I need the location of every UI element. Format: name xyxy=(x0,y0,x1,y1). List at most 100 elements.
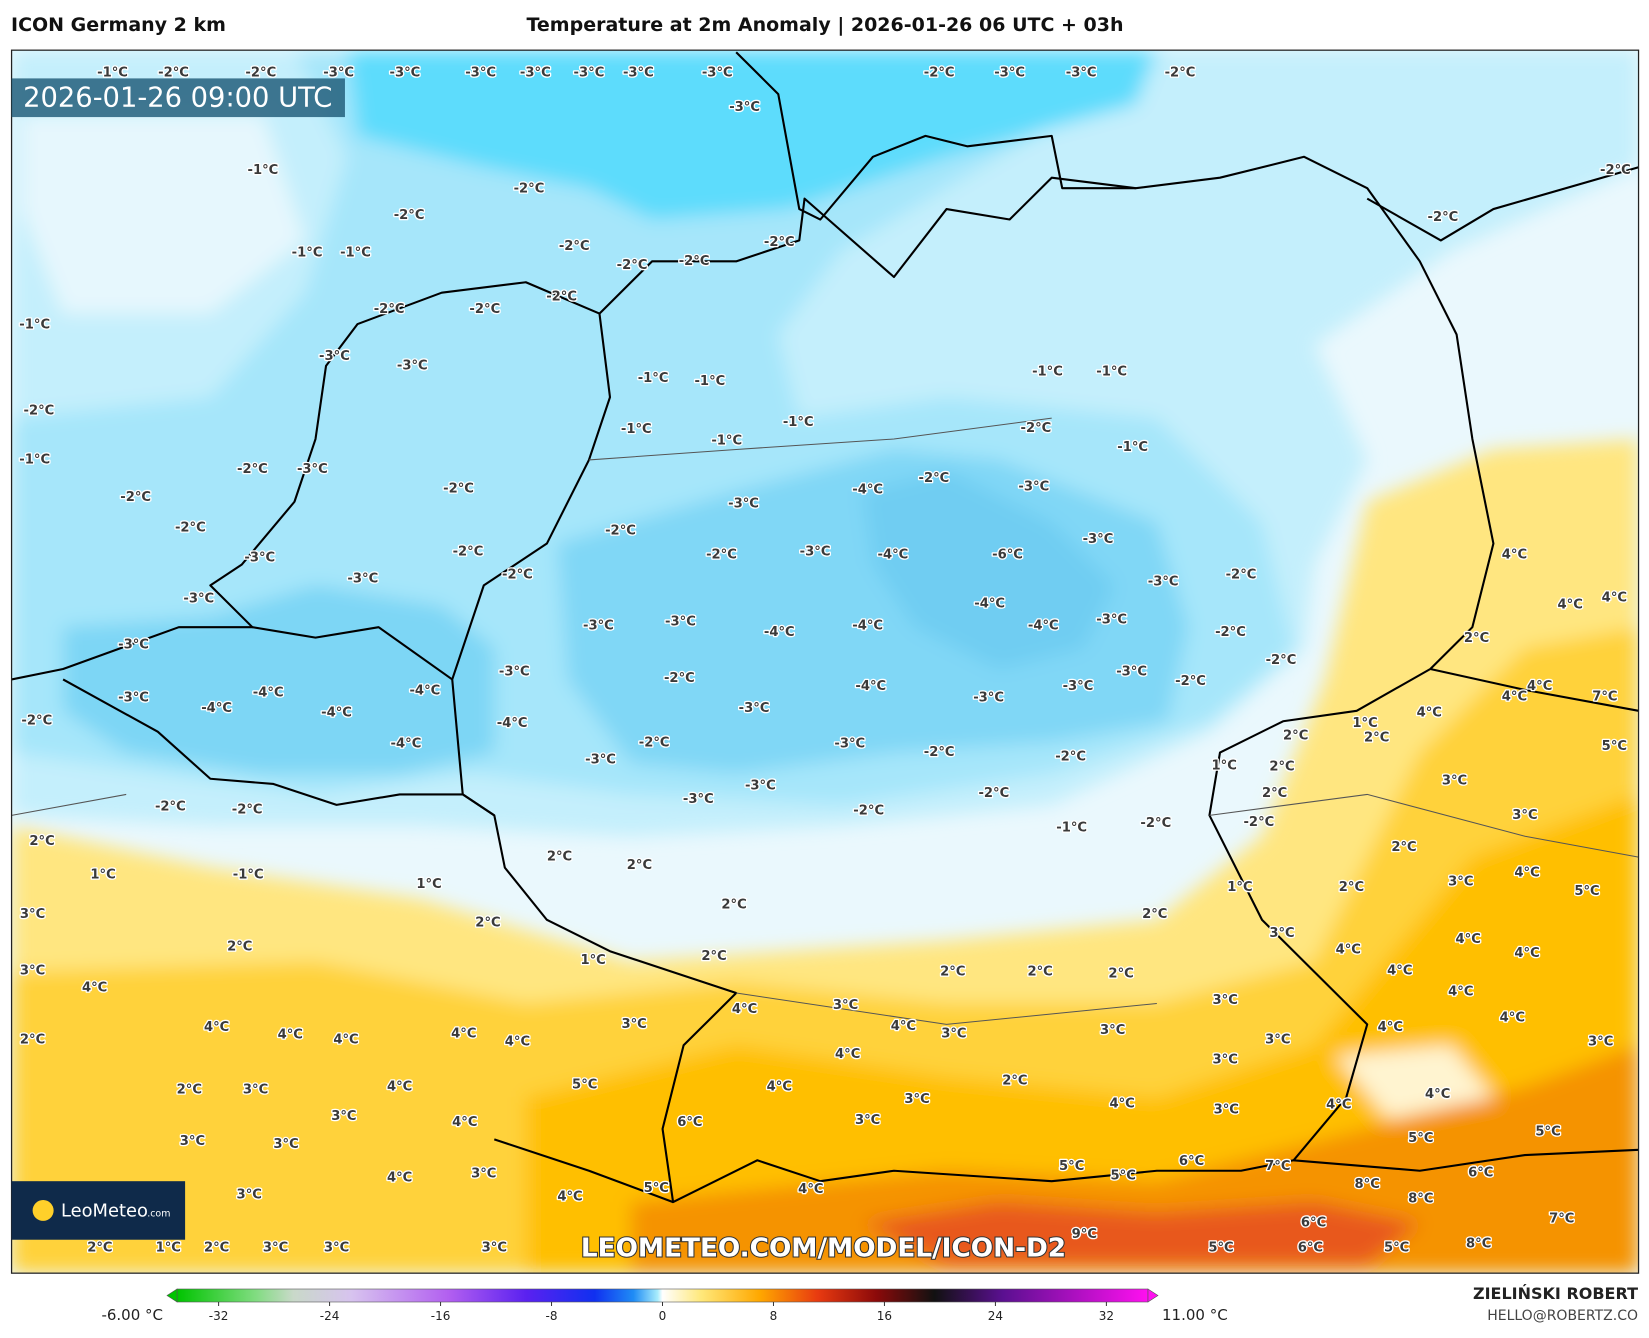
temperature-label: 3°C xyxy=(273,1137,298,1152)
temperature-label: 5°C xyxy=(1208,1241,1233,1256)
temperature-label: 6°C xyxy=(1179,1154,1204,1169)
temperature-label: 2°C xyxy=(721,898,746,913)
temperature-label: 3°C xyxy=(1512,808,1537,823)
temperature-label: 4°C xyxy=(1326,1097,1351,1112)
temperature-label: 1°C xyxy=(1352,716,1377,731)
temperature-label: -3°C xyxy=(244,551,275,566)
temperature-label: -4°C xyxy=(409,683,440,698)
colorbar-max-label: 11.00 °C xyxy=(1162,1306,1228,1324)
temperature-label: 4°C xyxy=(387,1080,412,1095)
logo-name: LeoMeteo xyxy=(61,1201,148,1222)
temperature-label: -2°C xyxy=(978,786,1009,801)
temperature-label: 2°C xyxy=(87,1241,112,1256)
temperature-label: 5°C xyxy=(1059,1159,1084,1174)
temperature-label: -4°C xyxy=(852,619,883,634)
temperature-label: -1°C xyxy=(1032,365,1063,380)
temperature-label: -6°C xyxy=(992,548,1023,563)
temperature-label: 5°C xyxy=(1574,884,1599,899)
colorbar-min-label: -6.00 °C xyxy=(101,1306,163,1324)
temperature-label: -3°C xyxy=(585,752,616,767)
map-frame xyxy=(10,49,1640,1274)
temperature-label: 4°C xyxy=(798,1182,823,1197)
temperature-label: -4°C xyxy=(497,716,528,731)
temperature-label: -3°C xyxy=(665,614,696,629)
colorbar-gradient xyxy=(176,1288,1149,1303)
temperature-label: 1°C xyxy=(90,867,115,882)
temperature-label: 1°C xyxy=(156,1241,181,1256)
colorbar-tick-label: 0 xyxy=(659,1309,667,1323)
temperature-label: 2°C xyxy=(940,965,965,980)
temperature-label: 4°C xyxy=(835,1047,860,1062)
temperature-label: -4°C xyxy=(391,737,422,752)
temperature-label: 6°C xyxy=(1301,1216,1326,1231)
temperature-label: 2°C xyxy=(475,916,500,931)
temperature-label: 2°C xyxy=(29,834,54,849)
temperature-label: -3°C xyxy=(319,349,350,364)
temperature-labels: -1°C -2°C -2°C -3°C -3°C -3°C -3°C -3°C -3°C -3°C… xyxy=(18,64,1632,1256)
temperature-label: 3°C xyxy=(1100,1023,1125,1038)
temperature-label: 4°C xyxy=(1502,548,1527,563)
temperature-label: -4°C xyxy=(855,679,886,694)
temperature-label: -2°C xyxy=(1226,567,1257,582)
temperature-label: 4°C xyxy=(1500,1011,1525,1026)
model-name: ICON Germany 2 km xyxy=(11,14,226,36)
temperature-label: -2°C xyxy=(232,803,263,818)
temperature-label: -1°C xyxy=(783,415,814,430)
temperature-label: -1°C xyxy=(19,452,50,467)
colorbar-tick-label: 24 xyxy=(988,1309,1003,1323)
temperature-label: 3°C xyxy=(331,1109,356,1124)
temperature-label: -1°C xyxy=(292,245,323,260)
temperature-label: -1°C xyxy=(19,318,50,333)
temperature-label: -2°C xyxy=(617,258,648,273)
temperature-label: -3°C xyxy=(1116,665,1147,680)
temperature-label: -3°C xyxy=(1063,679,1094,694)
temperature-label: -2°C xyxy=(1243,815,1274,830)
temperature-label: -3°C xyxy=(183,591,214,606)
temperature-label: 2°C xyxy=(701,949,726,964)
temperature-label: -2°C xyxy=(1165,66,1196,81)
temperature-label: -1°C xyxy=(694,374,725,389)
temperature-label: -2°C xyxy=(924,745,955,760)
temperature-label: -2°C xyxy=(374,302,405,317)
temperature-label: 3°C xyxy=(20,907,45,922)
temperature-label: -3°C xyxy=(1066,66,1097,81)
temperature-label: -2°C xyxy=(546,289,577,304)
temperature-label: 5°C xyxy=(1111,1168,1136,1183)
temperature-label: 5°C xyxy=(1408,1131,1433,1146)
temperature-label: -3°C xyxy=(994,66,1025,81)
temperature-label: 5°C xyxy=(1384,1241,1409,1256)
temperature-label: 2°C xyxy=(1464,631,1489,646)
temperature-label: -2°C xyxy=(1215,625,1246,640)
temperature-label: -2°C xyxy=(919,471,950,486)
temperature-label: 4°C xyxy=(1109,1096,1134,1111)
temperature-label: 5°C xyxy=(1602,739,1627,754)
temperature-label: -3°C xyxy=(745,779,776,794)
temperature-label: -2°C xyxy=(679,254,710,269)
temperature-label: 4°C xyxy=(557,1189,582,1204)
temperature-label: 2°C xyxy=(1142,907,1167,922)
temperature-label: 4°C xyxy=(278,1027,303,1042)
temperature-label: 3°C xyxy=(1213,993,1238,1008)
temperature-label: 1°C xyxy=(1211,759,1236,774)
temperature-label: 4°C xyxy=(767,1080,792,1095)
temperature-label: -2°C xyxy=(514,182,545,197)
temperature-label: -3°C xyxy=(728,496,759,511)
temperature-label: 8°C xyxy=(1408,1191,1433,1206)
valid-time: 2026-01-26 09:00 UTC xyxy=(23,83,332,114)
temperature-label: -2°C xyxy=(469,302,500,317)
temperature-label: -4°C xyxy=(974,597,1005,612)
temperature-label: -2°C xyxy=(453,544,484,559)
temperature-label: 6°C xyxy=(1298,1241,1323,1256)
temperature-label: -1°C xyxy=(1117,440,1148,455)
temperature-label: -2°C xyxy=(443,482,474,497)
temperature-label: 4°C xyxy=(1502,690,1527,705)
temperature-label: -2°C xyxy=(24,403,55,418)
temperature-label: 3°C xyxy=(1269,926,1294,941)
temperature-label: -2°C xyxy=(764,235,795,250)
temperature-label: -1°C xyxy=(248,163,279,178)
temperature-label: -2°C xyxy=(1428,210,1459,225)
temperature-label: -3°C xyxy=(1096,612,1127,627)
temperature-label: 1°C xyxy=(416,877,441,892)
